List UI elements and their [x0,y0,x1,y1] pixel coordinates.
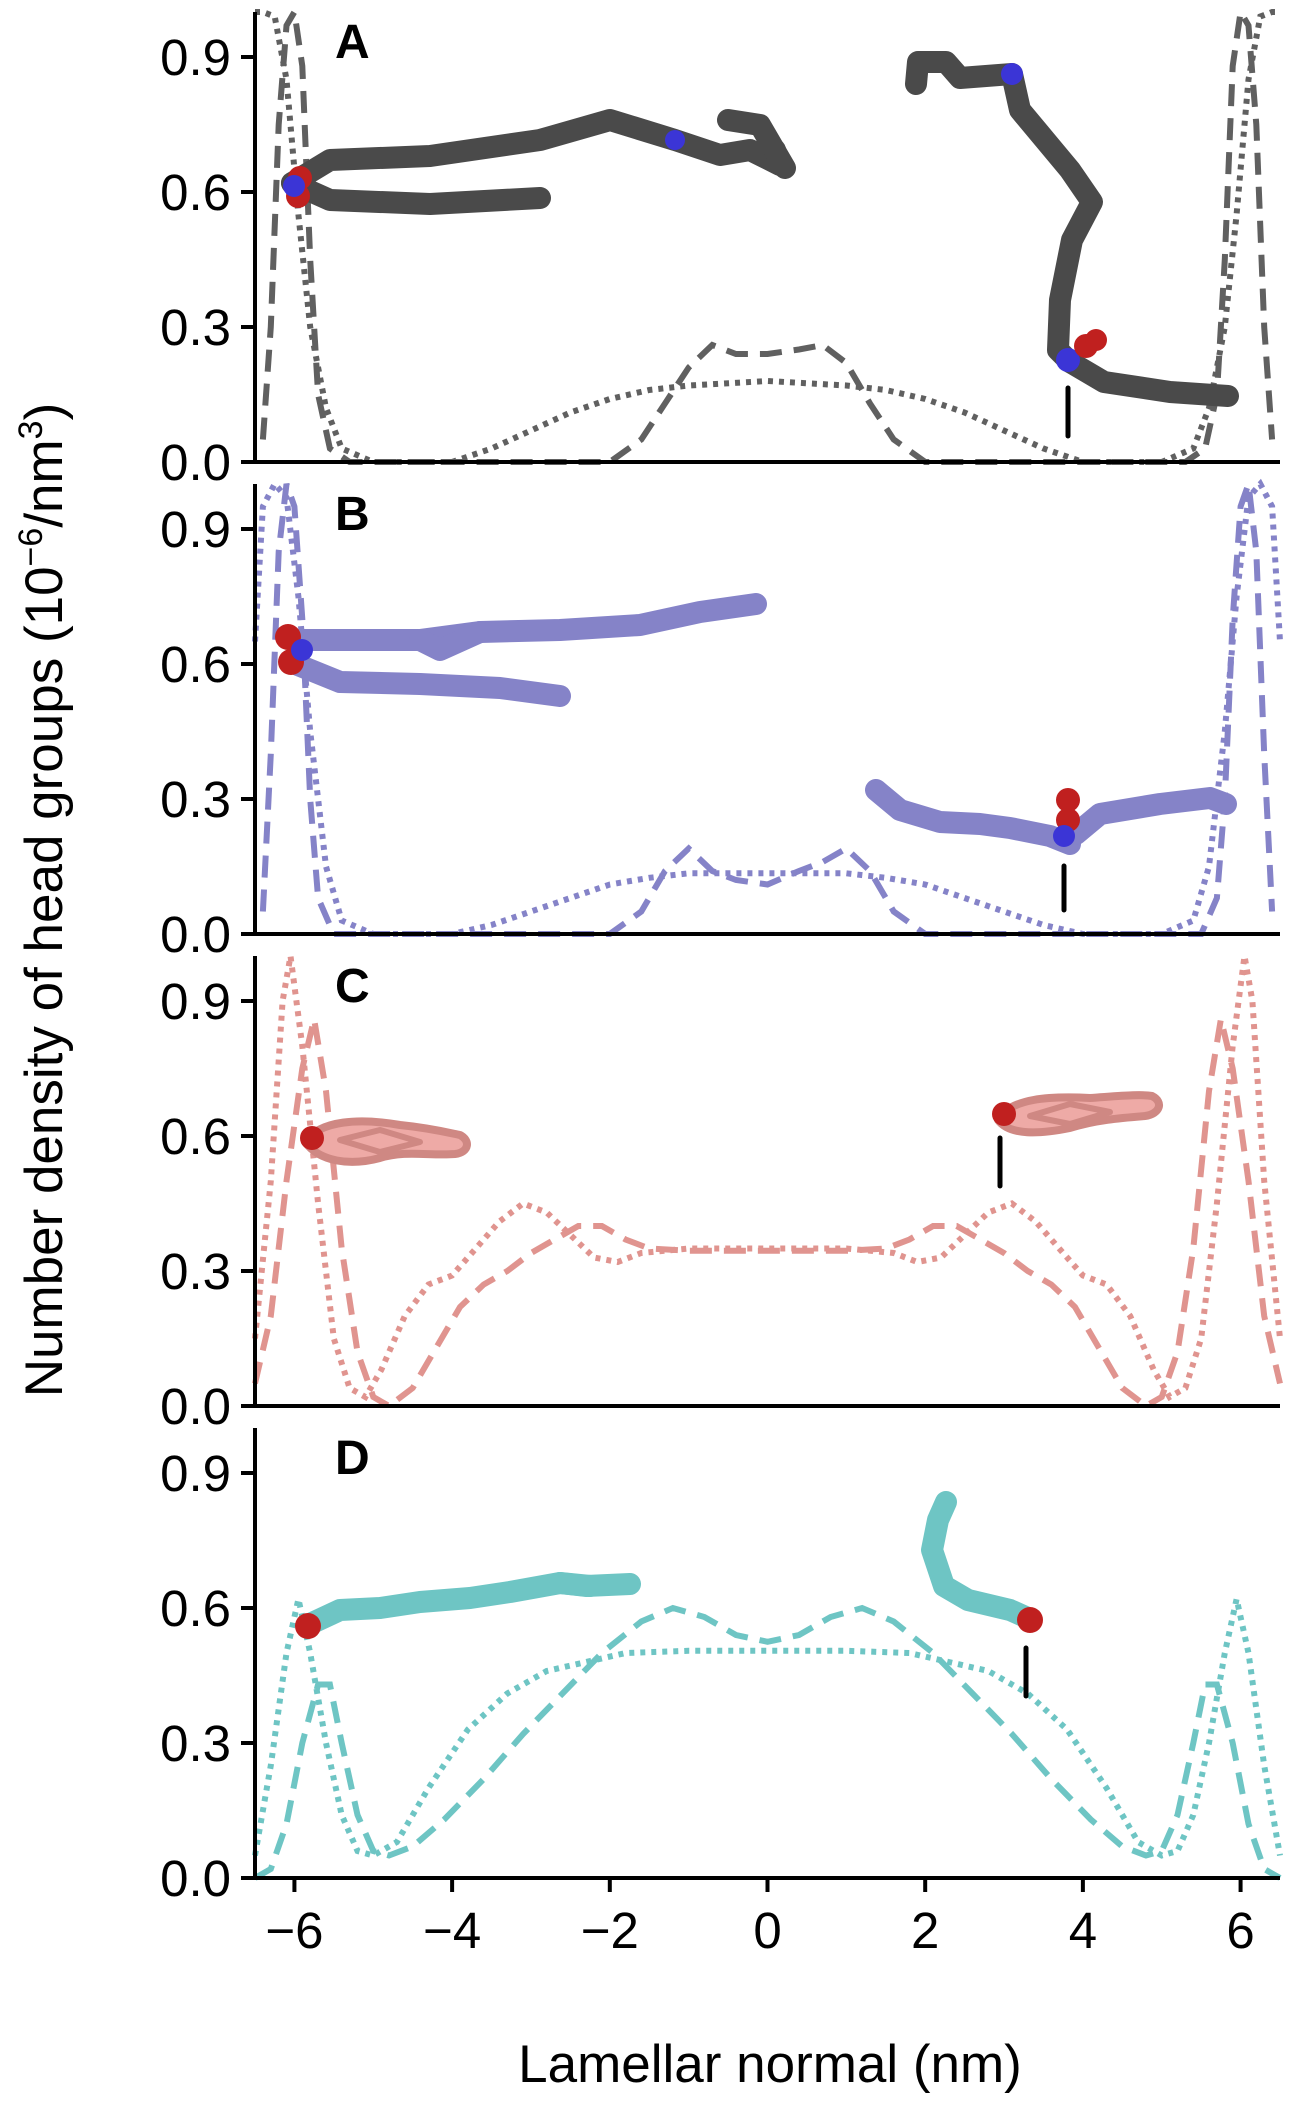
x-tick-label: −2 [581,1902,639,1959]
panel-a-dotted-line [255,9,1280,465]
y-tick-label: 0.3 [160,1243,231,1300]
y-tick-label: 0.3 [160,1715,231,1772]
y-axis-title-unit-exponent: 3 [12,420,50,439]
y-tick-label: 0.9 [160,501,231,558]
y-tick-label: 0.3 [160,299,231,356]
molecule-b-right [865,779,1237,913]
x-axis-title: Lamellar normal (nm) [518,2035,1022,2094]
panel-d: 0.0 0.3 0.6 0.9 D [160,1428,1283,1907]
y-tick-label: 0.6 [160,636,231,693]
molecule-b-left [275,593,767,707]
panel-a-dashed-line [259,3,1276,465]
y-axis-title-exponent: −6 [12,528,50,567]
x-tick-label: 4 [1069,1902,1097,1959]
molecule-d-right [921,1491,1043,1699]
molecule-c-right [992,1091,1163,1189]
molecule-d-left [295,1572,641,1639]
x-tick-label: −4 [423,1902,481,1959]
panels: 0.00.30.60.9 A0.00.30.60.9 B0.00.30.60.9 C0… [160,3,1283,1907]
panel-letter: D [335,1432,370,1485]
panel-d-dotted-line [252,1598,1283,1859]
panel-c-dashed-line [252,1018,1283,1410]
y-tick-label: 0.0 [160,434,231,491]
panel-letter: B [335,488,370,541]
panel-letter: A [335,16,370,69]
y-tick-label: 0.6 [160,1108,231,1165]
x-tick-labels: −6 −4 −2 0 2 4 6 [265,1878,1255,1959]
y-tick-label: 0.9 [160,973,231,1030]
y-tick-label: 0.0 [160,906,231,963]
panel-c: 0.0 0.3 0.6 0.9 C [160,955,1283,1435]
y-axis-title-main: Number density of head groups (10 [15,566,74,1397]
y-axis-title: Number density of head groups (10−6/nm3) [12,403,74,1398]
molecule-c-left [300,1117,471,1166]
panel-c-dotted-line [252,955,1283,1402]
panel-d-dashed-line [253,1604,1282,1881]
x-tick-label: 2 [911,1902,939,1959]
y-axis-title-close: ) [15,403,74,421]
y-tick-label: 0.3 [160,771,231,828]
y-tick-label: 0.0 [160,1850,231,1907]
y-axis-title-unit: /nm [15,439,74,527]
y-tick-label: 0.0 [160,1378,231,1435]
molecule-a-left [281,109,796,215]
y-tick-label: 0.9 [160,29,231,86]
y-tick-label: 0.6 [160,164,231,221]
x-tick-label: −6 [265,1902,323,1959]
molecule-a-right [905,51,1239,439]
panel-b: 0.0 0.3 0.6 0.9 B [160,478,1283,963]
panel-letter: C [335,960,370,1013]
panel-a: 0.0 0.3 0.6 0.9 A [160,3,1280,491]
y-tick-label: 0.9 [160,1445,231,1502]
y-tick-label: 0.6 [160,1580,231,1637]
panel-b-dashed-line [259,483,1276,937]
x-tick-label: 0 [753,1902,781,1959]
panel-b-dotted-line [252,478,1283,937]
x-tick-label: 6 [1226,1902,1254,1959]
